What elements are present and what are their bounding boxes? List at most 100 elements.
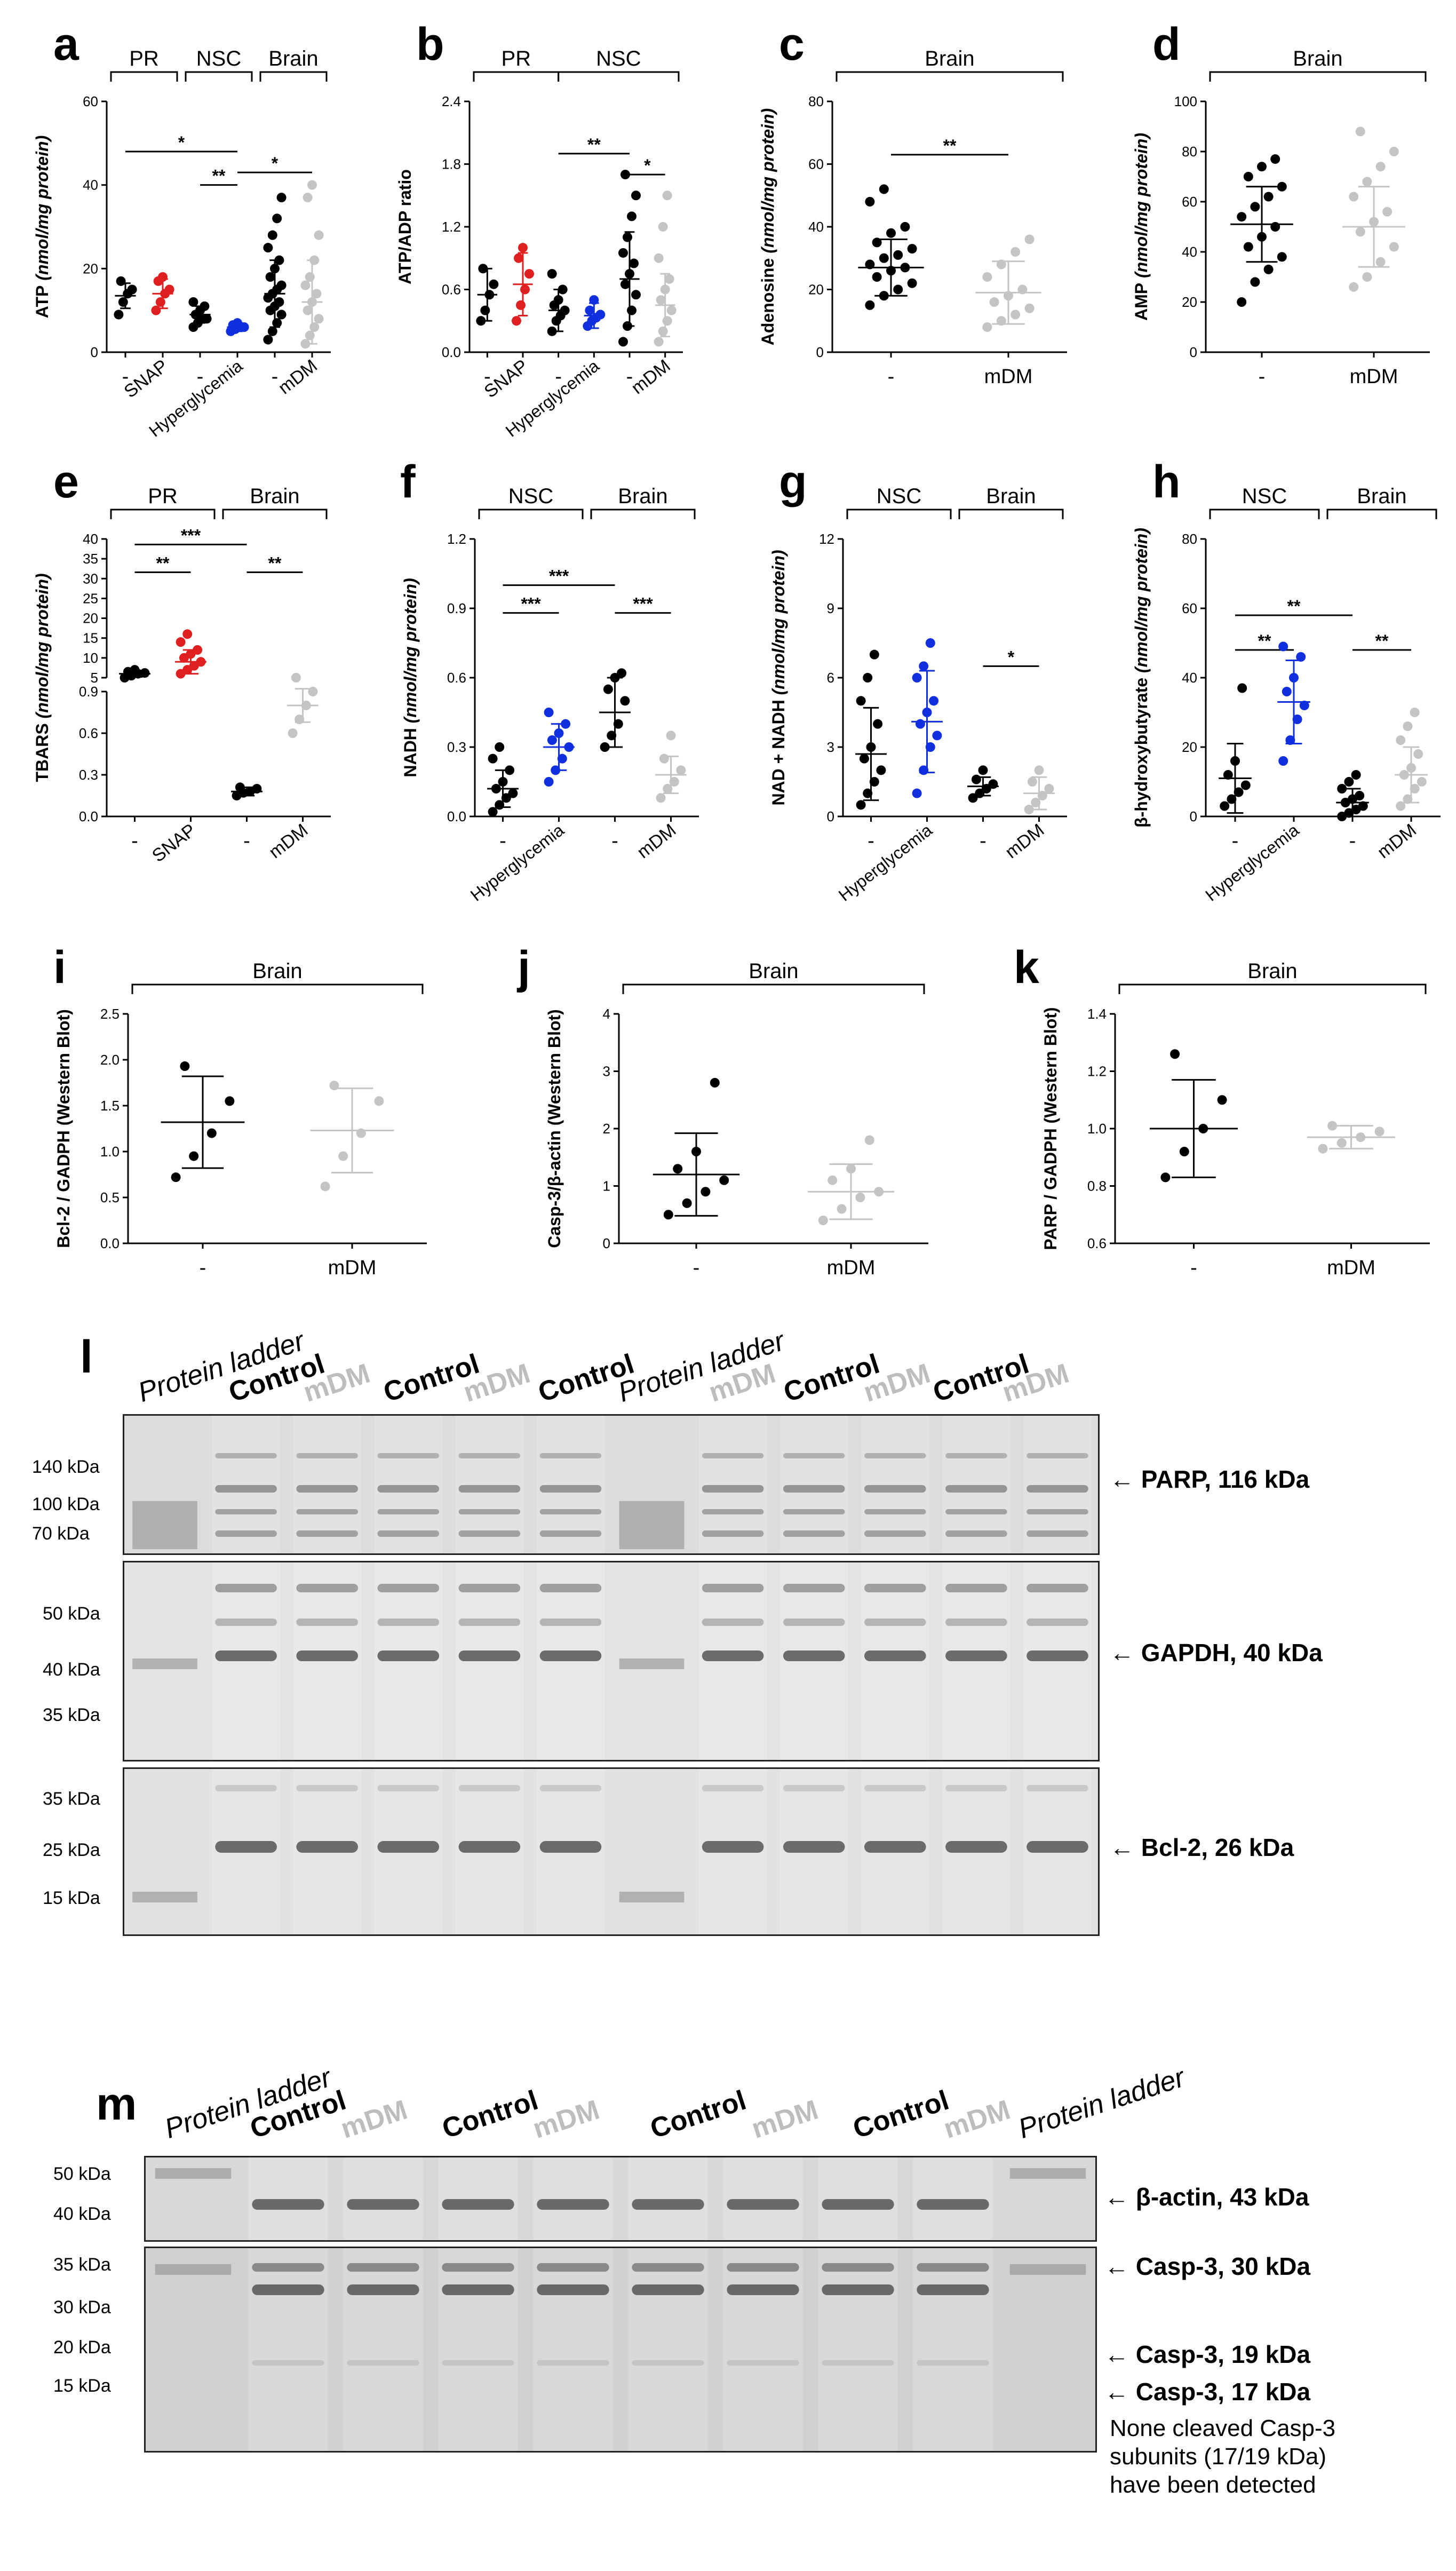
- data-point: [585, 305, 595, 315]
- y-axis-label-unit: (nmol/mg protein): [1132, 528, 1151, 678]
- x-tick-label: Hyperglycemia: [1202, 820, 1302, 905]
- blot_m-lane-6: mDM: [747, 2094, 822, 2145]
- y-tick-label: 1.4: [1087, 1006, 1107, 1022]
- x-tick-label: mDM: [275, 355, 321, 398]
- protein-band: [539, 1618, 602, 1626]
- data-point: [627, 211, 636, 221]
- protein-band: [702, 1530, 764, 1537]
- data-point: [276, 310, 287, 320]
- y-tick-label: 0.0: [79, 808, 98, 824]
- y-axis-label: Adenosine (nmol/mg protein): [758, 108, 777, 345]
- y-tick-label: 0.6: [447, 670, 466, 686]
- panel-label-f: f: [400, 456, 416, 507]
- protein-band: [296, 1650, 358, 1661]
- marker-m-35: 35 kDa: [53, 2255, 111, 2275]
- data-point: [320, 1181, 330, 1192]
- data-point: [1170, 1049, 1180, 1059]
- x-tick-label: -: [1232, 830, 1239, 852]
- blot_m-lane-7: Control: [849, 2084, 953, 2145]
- blot_m-lane-8: mDM: [940, 2094, 1014, 2145]
- data-point: [658, 326, 668, 336]
- blot_m-lane-9: Protein ladder: [1014, 2061, 1189, 2145]
- y-axis-label-unit: (nmol/mg protein): [758, 108, 777, 258]
- protein-band: [537, 2284, 609, 2295]
- y-tick-label: 35: [83, 551, 98, 567]
- lane-column: [628, 2157, 708, 2240]
- data-point: [710, 1078, 720, 1088]
- data-point: [925, 638, 935, 648]
- data-point: [1282, 687, 1292, 696]
- lane-column: [438, 2157, 518, 2240]
- panel-label-j: j: [518, 942, 530, 993]
- lane-column: [374, 1416, 443, 1553]
- data-point: [1278, 756, 1288, 766]
- data-point: [915, 719, 925, 729]
- protein-band: [945, 1509, 1007, 1514]
- protein-band: [1027, 1530, 1088, 1537]
- protein-band: [822, 2284, 894, 2295]
- data-point: [618, 337, 628, 347]
- data-point: [171, 1172, 181, 1183]
- group-label: Brain: [749, 959, 798, 983]
- significance-label: **: [943, 136, 957, 155]
- data-point: [300, 280, 311, 290]
- y-tick-label: 12: [819, 531, 834, 547]
- protein-band: [458, 1485, 521, 1493]
- y-tick-label: 0.5: [100, 1189, 120, 1205]
- y-axis-label-main: β-hydroxybutyrate: [1132, 678, 1151, 828]
- protein-band: [296, 1584, 358, 1592]
- chart-panel-c: c 0 20 40 60 80 - mDM Adenosine (nmol/mg protein…: [715, 21, 1088, 395]
- data-point: [859, 753, 869, 764]
- data-point: [607, 731, 617, 741]
- protein-band: [864, 1453, 926, 1458]
- significance-label: ***: [549, 567, 569, 586]
- y-axis-label-main: PARP / GADPH (Western Blot): [1041, 1007, 1060, 1250]
- data-point: [869, 649, 879, 660]
- protein-band: [783, 1650, 845, 1661]
- data-point: [516, 300, 526, 310]
- panel-label-k: k: [1014, 942, 1039, 993]
- group-label: NSC: [508, 485, 553, 508]
- lane-column: [536, 1416, 605, 1553]
- protein-band: [377, 1485, 440, 1493]
- group-bracket: [1209, 509, 1320, 519]
- data-point: [1044, 784, 1054, 793]
- protein-band: [1027, 1453, 1088, 1458]
- x-tick-label: -: [980, 830, 986, 852]
- data-point: [114, 310, 124, 320]
- data-point: [1417, 777, 1427, 787]
- data-point: [303, 193, 313, 203]
- protein-band: [458, 1618, 521, 1626]
- lane-column: [248, 2157, 328, 2240]
- y-axis-label: PARP / GADPH (Western Blot): [1041, 1007, 1060, 1250]
- lane-column: [438, 2248, 518, 2451]
- protein-band: [539, 1584, 602, 1592]
- protein-band: [377, 1584, 440, 1592]
- group-label: Brain: [618, 485, 667, 508]
- lane-column: [343, 2248, 423, 2451]
- y-tick-label: 0: [1190, 808, 1197, 824]
- x-tick-label: -: [626, 366, 633, 388]
- note-line-1: None cleaved Casp-3: [1110, 2415, 1336, 2441]
- group-label: Brain: [986, 485, 1036, 508]
- x-tick-label: -: [888, 366, 895, 388]
- data-point: [127, 284, 137, 295]
- band-casp30: ← Casp-3, 30 kDa: [1104, 2252, 1310, 2281]
- y-tick-label: 20: [1182, 739, 1197, 755]
- data-point: [263, 243, 273, 253]
- data-point: [886, 228, 896, 238]
- protein-band: [783, 1453, 845, 1458]
- y-tick-label: 15: [83, 630, 98, 646]
- lane-column: [818, 2157, 898, 2240]
- protein-band: [539, 1785, 602, 1791]
- group-bracket: [1326, 509, 1437, 519]
- arrow-icon: ←: [1104, 2340, 1129, 2368]
- x-tick-label: -: [499, 830, 506, 852]
- protein-band: [864, 1530, 926, 1537]
- significance-label: ***: [521, 594, 541, 614]
- data-point: [1257, 162, 1267, 172]
- protein-band: [632, 2360, 704, 2366]
- data-point: [907, 278, 917, 288]
- data-point: [520, 284, 530, 295]
